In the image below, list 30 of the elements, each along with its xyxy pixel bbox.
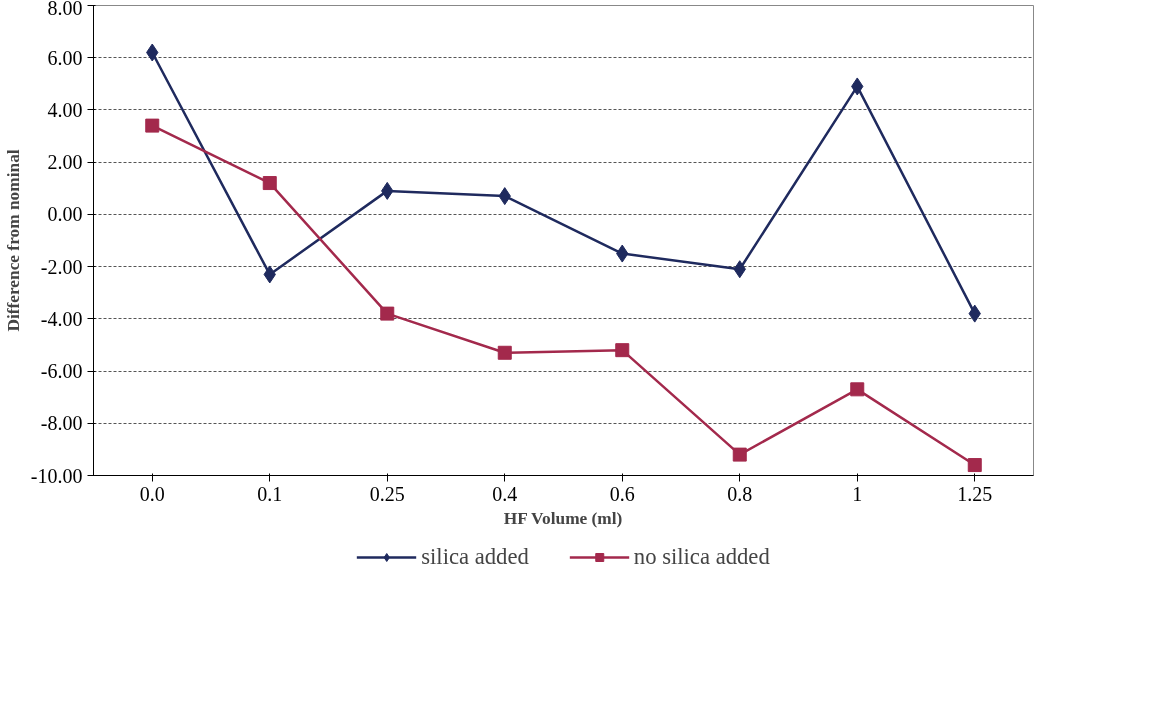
y-tick-label: 2.00 bbox=[47, 151, 83, 174]
y-axis-title: Difference from nominal bbox=[3, 149, 23, 332]
legend-label: no silica added bbox=[633, 544, 770, 570]
point bbox=[380, 306, 395, 321]
y-tick-label: 0.00 bbox=[47, 203, 83, 226]
y-tick-label: -8.00 bbox=[40, 412, 83, 435]
x-tick-label: 0.0 bbox=[139, 482, 165, 505]
y-tick-label: -4.00 bbox=[40, 307, 83, 330]
point bbox=[145, 118, 160, 133]
x-tick-label: 0.25 bbox=[369, 482, 405, 505]
y-tick-label: 4.00 bbox=[47, 98, 83, 121]
point bbox=[967, 458, 982, 473]
legend-label: silica added bbox=[421, 544, 529, 570]
y-tick-label: -6.00 bbox=[40, 360, 83, 383]
x-tick-label: 0.4 bbox=[492, 482, 518, 505]
y-tick-label: -2.00 bbox=[40, 255, 83, 278]
y-tick-label: 8.00 bbox=[47, 0, 83, 19]
y-tick-label: 6.00 bbox=[47, 46, 83, 69]
point bbox=[262, 176, 277, 191]
point bbox=[850, 382, 865, 397]
x-tick-label: 0.6 bbox=[609, 482, 635, 505]
x-tick-label: 1 bbox=[852, 482, 863, 505]
y-tick-label: -10.00 bbox=[30, 464, 83, 487]
x-tick-label: 1.25 bbox=[957, 482, 993, 505]
point bbox=[732, 447, 747, 462]
x-tick-label: 0.1 bbox=[257, 482, 283, 505]
x-tick-label: 0.8 bbox=[727, 482, 753, 505]
x-axis-title: HF Volume (ml) bbox=[503, 508, 623, 528]
point bbox=[497, 345, 512, 360]
point bbox=[615, 343, 630, 358]
